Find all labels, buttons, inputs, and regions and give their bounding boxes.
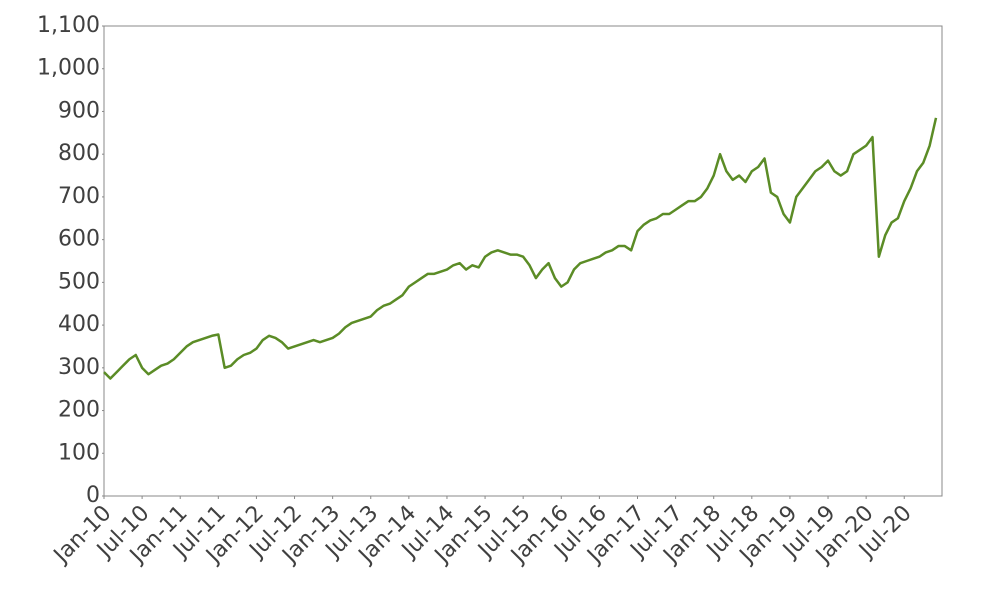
y-tick-label: 500 [58,269,100,294]
y-tick-label: 700 [58,184,100,209]
plot-frame [103,25,943,497]
y-tick-label: 1,000 [37,56,100,81]
y-tick-label: 200 [58,398,100,423]
y-tick-label: 100 [58,440,100,465]
y-tick-label: 1,100 [37,13,100,38]
y-tick-label: 600 [58,227,100,252]
y-tick-label: 0 [86,483,100,508]
y-tick-label: 400 [58,312,100,337]
data-line [103,117,938,380]
y-tick-label: 300 [58,355,100,380]
y-tick-label: 800 [58,141,100,166]
y-tick-label: 900 [58,98,100,123]
